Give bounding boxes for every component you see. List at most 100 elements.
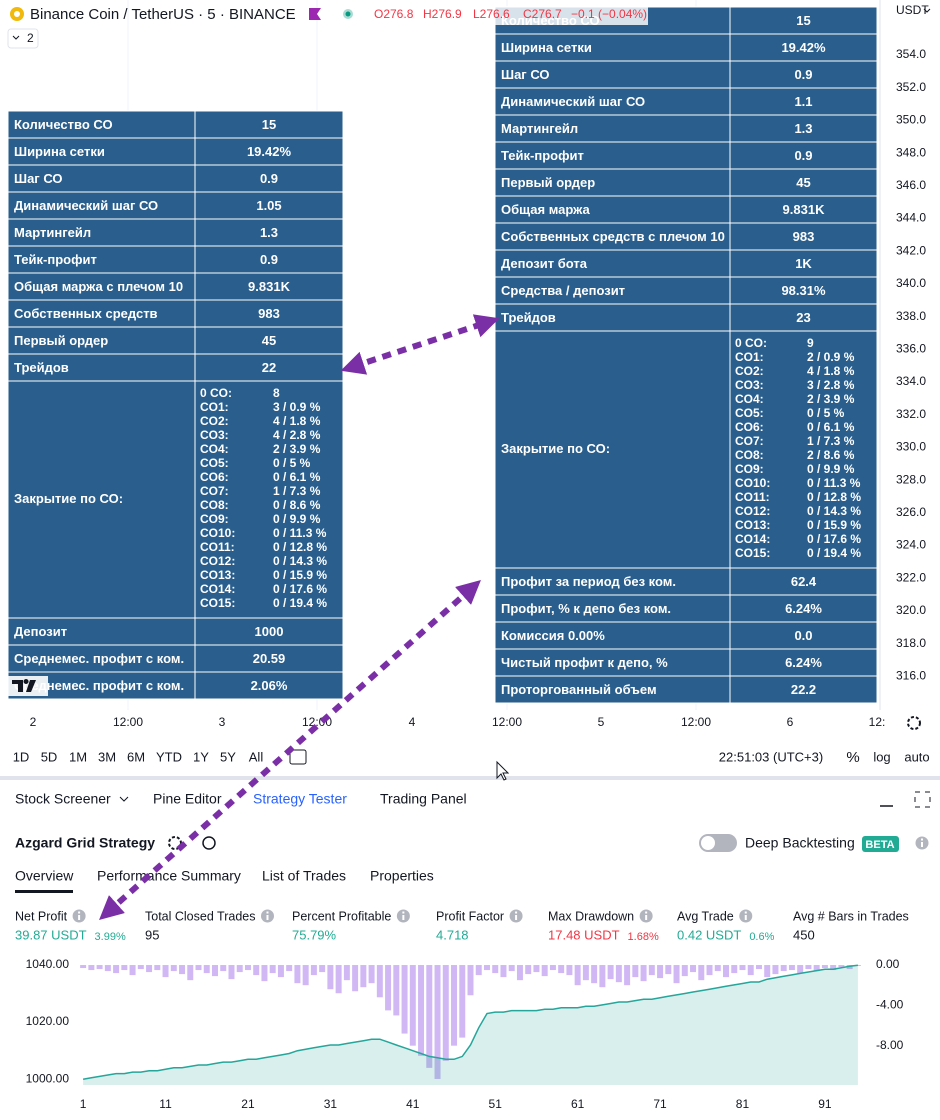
drawdown-bar	[533, 965, 540, 973]
maximize-button[interactable]	[914, 791, 931, 808]
closing-value: 1 / 7.3 %	[273, 484, 321, 498]
closing-value: 0 / 15.9 %	[807, 518, 861, 532]
drawdown-bar	[607, 965, 614, 980]
ohlc-value: O276.8	[374, 7, 414, 21]
closing-co: CO12:	[735, 504, 770, 518]
panel-tab[interactable]: Pine Editor	[153, 791, 222, 807]
drawdown-bar	[648, 965, 655, 976]
row-value: 23	[796, 310, 810, 325]
interval-button[interactable]	[7, 28, 39, 49]
subtab[interactable]: List of Trades	[262, 868, 346, 884]
drawdown-bar	[154, 965, 161, 971]
time-label: 12:00	[492, 715, 522, 729]
row-label: Чистый профит к депо, %	[501, 655, 668, 670]
closing-co: CO10:	[735, 476, 770, 490]
table-cell	[729, 33, 878, 62]
closing-value: 0 / 19.4 %	[273, 596, 327, 610]
price-label: 332.0	[896, 407, 926, 421]
percent-toggle[interactable]: %	[846, 749, 859, 766]
x-tick-label: 71	[653, 1097, 667, 1111]
closing-value: 4 / 1.8 %	[807, 364, 855, 378]
table-cell	[729, 675, 878, 704]
panel-tab[interactable]: Strategy Tester	[253, 791, 347, 807]
panel-tab[interactable]: Stock Screener	[15, 791, 111, 807]
panel-tab[interactable]: Trading Panel	[380, 791, 467, 807]
subtab[interactable]: Performance Summary	[97, 868, 241, 884]
settings-icon[interactable]	[907, 716, 921, 730]
time-label: 5	[598, 715, 605, 729]
info-icon-dot	[78, 911, 81, 914]
time-label: 6	[787, 715, 794, 729]
drawdown-bar	[376, 965, 383, 998]
table-cell	[7, 353, 196, 382]
range-button[interactable]: 1M	[69, 749, 87, 764]
range-button[interactable]: 5Y	[220, 749, 236, 764]
currency[interactable]: USDT	[896, 3, 929, 17]
closing-co: CO12:	[200, 554, 235, 568]
closing-value: 0 / 5 %	[807, 406, 845, 420]
table-cell	[194, 191, 344, 220]
drawdown-bar	[706, 965, 713, 976]
row-value: 1000	[255, 624, 284, 639]
row-value: 0.9	[794, 148, 812, 163]
drawdown-bar	[558, 965, 565, 974]
drawdown-bar	[269, 965, 276, 974]
closing-co: CO7:	[200, 484, 229, 498]
range-button[interactable]: 1D	[13, 749, 30, 764]
table-cell	[494, 330, 731, 569]
auto-toggle[interactable]: auto	[904, 749, 929, 764]
drawdown-bar	[788, 965, 795, 971]
closing-value: 0 / 5 %	[273, 456, 311, 470]
chevron	[923, 8, 931, 13]
closing-co: CO5:	[200, 456, 229, 470]
price-label: 320.0	[896, 603, 926, 617]
row-label: Мартингейл	[501, 121, 578, 136]
row-value: 9.831K	[783, 202, 826, 217]
metric-extra: 0.6%	[749, 931, 774, 943]
price-label: 324.0	[896, 538, 926, 552]
closing-co: CO9:	[735, 462, 764, 476]
metric-label: Total Closed Trades	[145, 909, 255, 923]
drawdown-bar	[830, 965, 837, 971]
closing-co: CO8:	[200, 498, 229, 512]
mouse-cursor	[496, 760, 510, 781]
subtab[interactable]: Properties	[370, 868, 434, 884]
metric-value: 0.42 USDT	[677, 927, 741, 942]
log-toggle[interactable]: log	[873, 749, 890, 764]
range-button[interactable]: All	[249, 749, 264, 764]
drawdown-bar	[220, 965, 227, 972]
range-button[interactable]: 6M	[127, 749, 145, 764]
equity-area	[83, 965, 858, 1085]
row-value: 15	[262, 117, 276, 132]
closing-co: CO2:	[735, 364, 764, 378]
table-cell	[729, 330, 878, 569]
closing-value: 0 / 12.8 %	[807, 490, 861, 504]
metric-label: Net Profit	[15, 909, 68, 923]
info-icon-mark	[645, 915, 648, 920]
range-button[interactable]: 3M	[98, 749, 116, 764]
row-label: Шаг СО	[14, 171, 63, 186]
drawdown-bar	[681, 965, 688, 977]
price-label: 340.0	[896, 276, 926, 290]
drawdown-bar	[88, 965, 95, 971]
row-value: 1.3	[260, 225, 278, 240]
y-tick-label: 1000.00	[26, 1071, 70, 1085]
table-cell	[729, 114, 878, 143]
drawdown-bar	[228, 965, 235, 980]
range-button[interactable]: 5D	[41, 749, 58, 764]
time-label: 12:00	[681, 715, 711, 729]
range-button[interactable]: 1Y	[193, 749, 209, 764]
drawdown-bar	[261, 965, 268, 982]
drawdown-bar	[385, 965, 392, 1011]
range-button[interactable]: YTD	[156, 749, 182, 764]
flag-icon[interactable]	[309, 8, 321, 20]
table-cell	[194, 380, 344, 619]
x-tick-label: 51	[489, 1097, 503, 1111]
metric-extra: 3.99%	[95, 931, 126, 943]
drawdown-bar	[739, 965, 746, 971]
closing-value: 2 / 8.6 %	[807, 448, 855, 462]
drawdown-bar	[203, 965, 210, 974]
x-tick-label: 11	[159, 1097, 172, 1111]
drawdown-bar	[80, 965, 87, 969]
subtab[interactable]: Overview	[15, 868, 74, 884]
